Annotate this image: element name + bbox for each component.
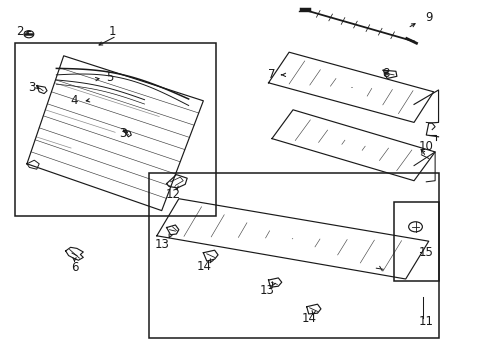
Text: 14: 14	[301, 312, 316, 325]
Text: 12: 12	[166, 188, 180, 201]
Text: 3: 3	[28, 81, 36, 94]
Text: 14: 14	[196, 260, 211, 273]
Text: 3: 3	[119, 127, 126, 140]
Text: 1: 1	[109, 25, 117, 38]
Text: 13: 13	[154, 238, 169, 251]
Text: 6: 6	[71, 261, 78, 274]
Text: 5: 5	[106, 71, 114, 84]
Bar	[15, 43, 216, 216]
Text: 4: 4	[71, 94, 78, 107]
Text: 8: 8	[382, 67, 390, 80]
Text: 9: 9	[425, 11, 433, 24]
Text: 15: 15	[419, 246, 434, 258]
Text: 11: 11	[419, 315, 434, 328]
Text: 13: 13	[260, 284, 275, 297]
Bar	[394, 202, 439, 281]
Text: 2: 2	[16, 25, 24, 38]
Bar	[149, 173, 439, 338]
Text: 10: 10	[419, 140, 434, 153]
Text: 7: 7	[268, 68, 276, 81]
